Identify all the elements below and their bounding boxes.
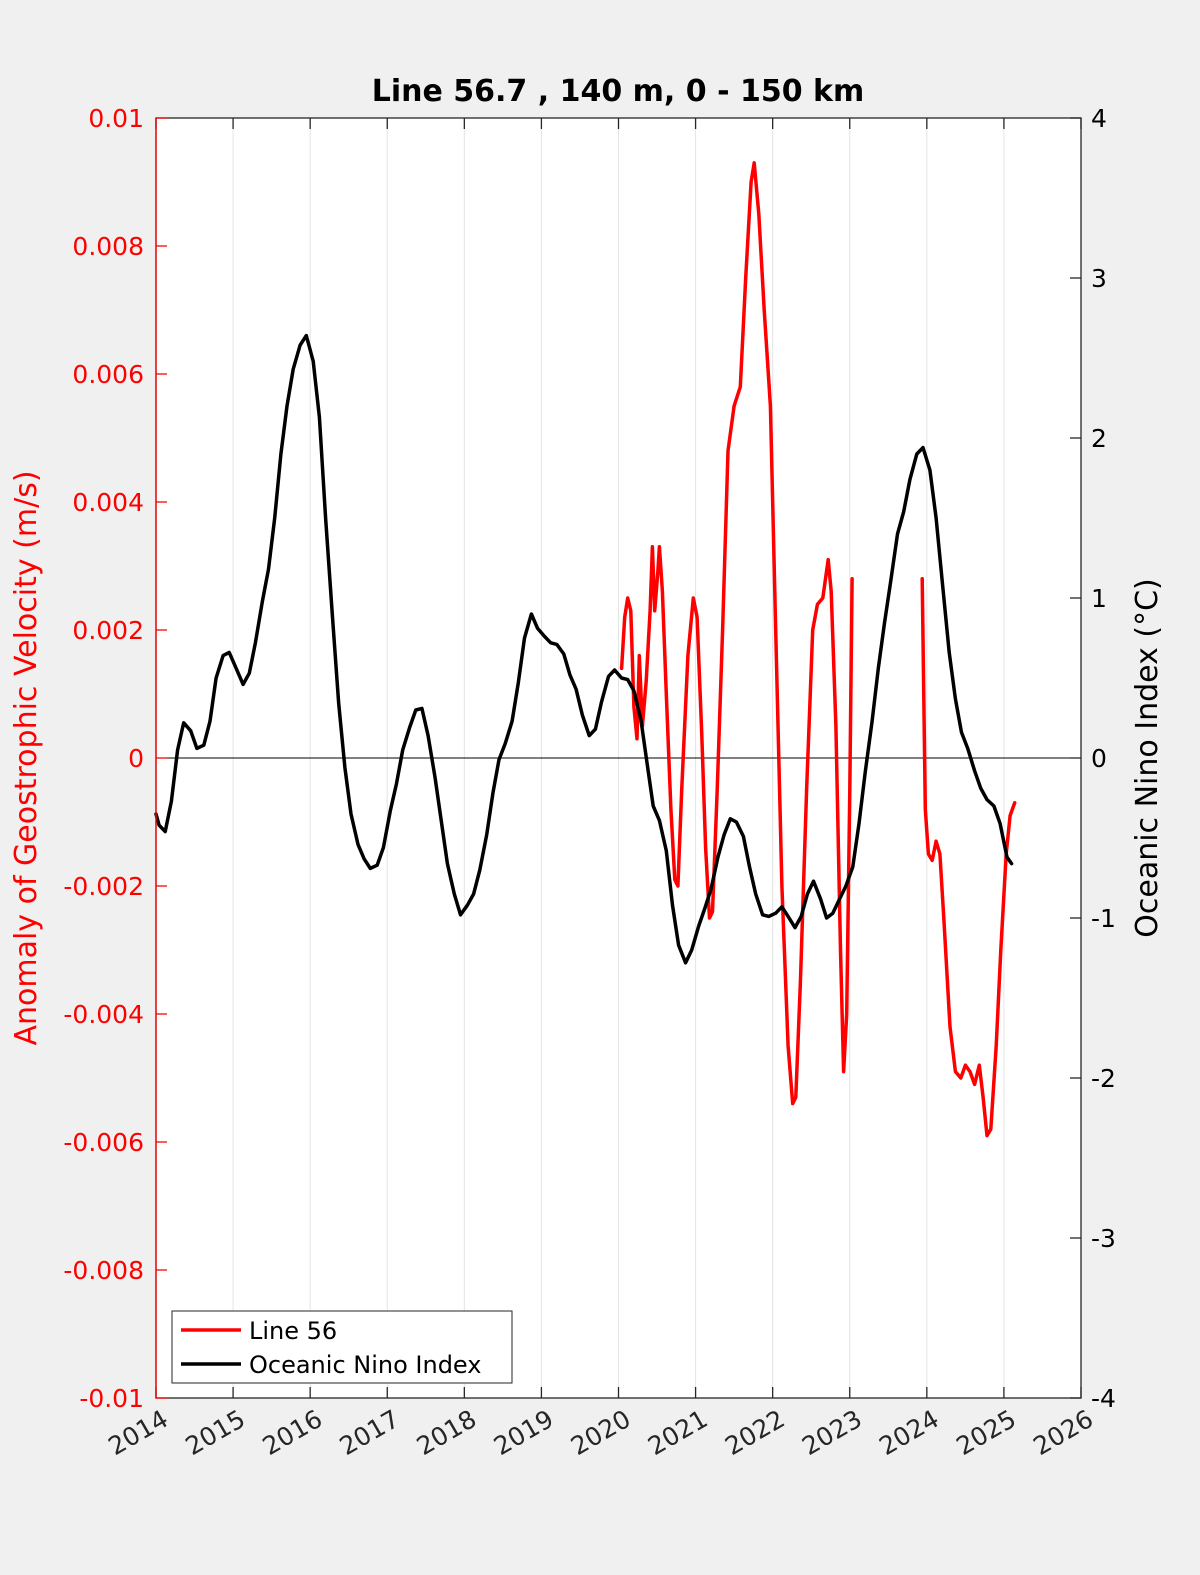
left-tick-label: -0.01 xyxy=(79,1384,144,1413)
left-tick-label: -0.004 xyxy=(63,1000,144,1029)
legend-label-line56: Line 56 xyxy=(249,1317,337,1345)
x-tick-label: 2016 xyxy=(258,1404,328,1461)
x-tick-label: 2022 xyxy=(720,1404,790,1461)
left-tick-label: 0 xyxy=(128,744,144,773)
series-oceanic-nino-index xyxy=(154,333,1014,965)
left-tick-label: -0.008 xyxy=(63,1256,144,1285)
left-tick-label: -0.006 xyxy=(63,1128,144,1157)
right-tick-label: -1 xyxy=(1091,904,1116,933)
x-tick-label: 2023 xyxy=(797,1404,867,1461)
left-tick-label: 0.002 xyxy=(72,616,144,645)
left-tick-label: 0.008 xyxy=(72,232,144,261)
series-line56-segment-2 xyxy=(920,577,1017,1138)
legend-label-oni: Oceanic Nino Index xyxy=(249,1351,481,1379)
x-tick-label: 2021 xyxy=(643,1404,713,1461)
x-tick-label: 2024 xyxy=(874,1404,944,1461)
right-tick-label: -2 xyxy=(1091,1064,1116,1093)
right-tick-label: -4 xyxy=(1091,1384,1116,1413)
right-tick-label: 4 xyxy=(1091,104,1107,133)
right-axis-label: Oceanic Nino Index (°C) xyxy=(1130,578,1165,938)
right-tick-label: -3 xyxy=(1091,1224,1116,1253)
left-tick-label: 0.004 xyxy=(72,488,144,517)
chart-title: Line 56.7 , 140 m, 0 - 150 km xyxy=(372,74,865,109)
series-layer xyxy=(154,161,1017,1138)
left-tick-label: -0.002 xyxy=(63,872,144,901)
x-tick-label: 2025 xyxy=(951,1404,1021,1461)
x-tick-label: 2017 xyxy=(335,1404,405,1461)
legend: Line 56 Oceanic Nino Index xyxy=(171,1310,513,1384)
right-tick-label: 0 xyxy=(1091,744,1107,773)
legend-box xyxy=(171,1310,513,1384)
left-tick-label: 0.006 xyxy=(72,360,144,389)
x-tick-label: 2015 xyxy=(180,1404,250,1461)
x-tick-label: 2018 xyxy=(412,1404,482,1461)
right-tick-label: 1 xyxy=(1091,584,1107,613)
x-tick-label: 2020 xyxy=(566,1404,636,1461)
axes: 2 0 1 4 2015 2016 2017 2018 2019 2020 2021 2022 2023… xyxy=(63,104,1116,1461)
x-tick-label: 2019 xyxy=(489,1404,559,1461)
left-axis-label: Anomaly of Geostrophic Velocity (m/s) xyxy=(9,470,44,1045)
series-line56-segment-1 xyxy=(619,161,854,1106)
left-tick-label: 0.01 xyxy=(88,104,144,133)
right-tick-label: 3 xyxy=(1091,264,1107,293)
x-tick-label: 2026 xyxy=(1028,1404,1098,1461)
right-tick-label: 2 xyxy=(1091,424,1107,453)
